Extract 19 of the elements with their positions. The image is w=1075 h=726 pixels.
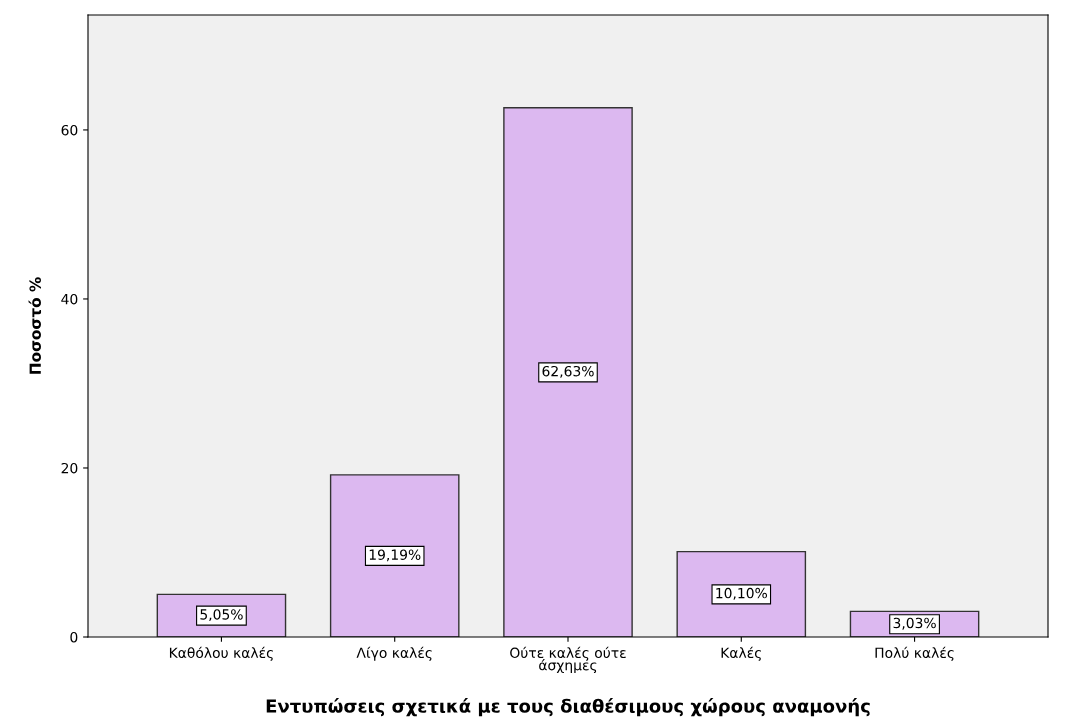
x-tick-label: Λίγο καλές <box>356 646 432 661</box>
x-tick-label: Ούτε καλές ούτε άσχημες <box>510 646 626 674</box>
x-axis-title: Εντυπώσεις σχετικά με τους διαθέσιμους χώρους αναμονής <box>266 698 870 717</box>
x-tick-label: Καλές <box>721 646 761 661</box>
data-label: 19,19% <box>369 549 421 562</box>
data-label: 10,10% <box>716 587 767 600</box>
y-tick-label: 60 <box>61 124 78 136</box>
y-tick-label: 20 <box>61 462 78 474</box>
bar <box>329 474 460 637</box>
bar <box>503 107 633 637</box>
data-label: 5,05% <box>200 609 243 622</box>
x-tick-label: Πολύ καλές <box>875 646 954 661</box>
y-tick-label: 0 <box>70 631 78 643</box>
data-label: 3,03% <box>893 617 936 630</box>
y-tick-label: 40 <box>61 293 78 305</box>
y-axis-title: Ποσοστό % <box>28 277 42 374</box>
bar <box>676 550 807 637</box>
data-label: 62,63% <box>542 365 594 378</box>
x-tick-label: Καθόλου καλές <box>169 646 273 661</box>
